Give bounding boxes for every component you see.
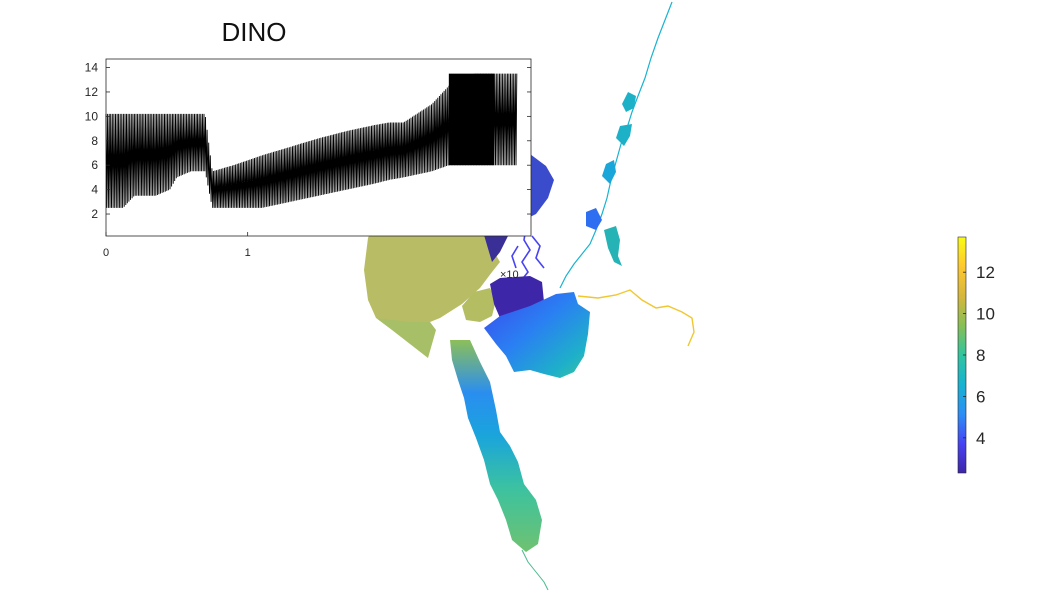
river-north-patch-3 <box>602 160 616 184</box>
region-south-west-shoal <box>376 318 436 358</box>
inset-y-tick-label: 10 <box>85 109 99 123</box>
river-north-patch-1 <box>622 92 636 112</box>
inset-series-layer <box>105 73 518 208</box>
inset-y-axis: 2 4 6 8 10 12 14 <box>85 61 531 221</box>
inset-x-exponent: ×10 <box>500 269 519 281</box>
river-north-patch-5 <box>604 226 622 266</box>
colorbar-tick-label: 8 <box>976 346 985 365</box>
inset-y-tick-label: 4 <box>91 183 98 197</box>
river-thread-east <box>577 289 695 347</box>
colorbar-tick-label: 4 <box>976 429 985 448</box>
region-southern-channel <box>450 340 542 552</box>
river-thread-south <box>521 549 549 591</box>
river-delta-channels <box>511 227 545 283</box>
colorbar-tick-label: 12 <box>976 263 995 282</box>
region-south-west-shoal-2 <box>462 288 496 322</box>
river-north-patch-2 <box>616 124 632 146</box>
inset-y-tick-label: 8 <box>91 134 98 148</box>
colorbar-ticks: 4 6 8 10 12 <box>963 263 995 448</box>
inset-y-tick-label: 6 <box>91 158 98 172</box>
inset-x-tick-label: 1 <box>245 247 251 259</box>
river-thread-north <box>559 1 673 289</box>
inset-y-tick-label: 2 <box>91 207 98 221</box>
inset-title: DINO <box>222 17 287 47</box>
inset-y-tick-label: 12 <box>85 85 99 99</box>
colorbar-tick-label: 10 <box>976 305 995 324</box>
region-central-basin <box>484 292 590 378</box>
inset-y-tick-label: 14 <box>85 61 99 75</box>
inset-series-line <box>105 73 518 208</box>
inset-x-tick-label: 0 <box>103 247 109 259</box>
colorbar-tick-label: 6 <box>976 387 985 406</box>
colorbar: 4 6 8 10 12 <box>957 236 995 474</box>
river-north-patch-4 <box>586 208 602 230</box>
inset-series-saturated-block <box>448 73 495 166</box>
